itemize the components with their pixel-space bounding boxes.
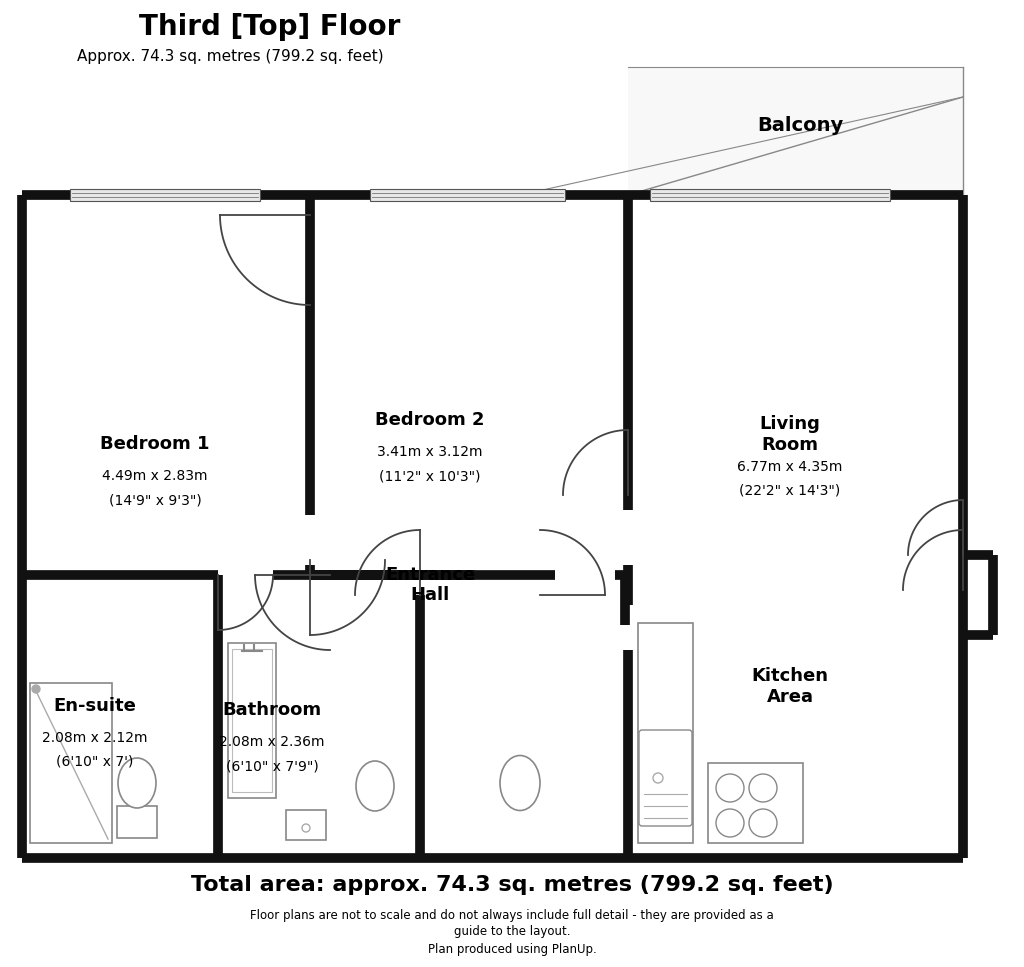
Text: 2.08m x 2.36m: 2.08m x 2.36m: [219, 736, 325, 749]
Text: Third [Top] Floor: Third [Top] Floor: [139, 13, 400, 41]
Text: Bedroom 2: Bedroom 2: [375, 411, 484, 429]
Text: Plan produced using PlanUp.: Plan produced using PlanUp.: [428, 943, 596, 955]
Text: (22'2" x 14'3"): (22'2" x 14'3"): [739, 484, 841, 498]
Text: (6'10" x 7'): (6'10" x 7'): [56, 754, 134, 769]
Text: Balcony: Balcony: [757, 116, 843, 135]
Bar: [286, 810, 326, 840]
Circle shape: [32, 685, 40, 693]
Text: Entrance
Hall: Entrance Hall: [385, 566, 475, 604]
Text: (14'9" x 9'3"): (14'9" x 9'3"): [109, 493, 202, 508]
Bar: [228, 643, 276, 798]
Text: 4.49m x 2.83m: 4.49m x 2.83m: [102, 470, 208, 484]
Circle shape: [716, 774, 744, 802]
Bar: [650, 189, 890, 201]
Text: guide to the layout.: guide to the layout.: [454, 925, 570, 939]
Text: Bedroom 1: Bedroom 1: [100, 435, 210, 454]
Circle shape: [302, 824, 310, 832]
Circle shape: [653, 773, 663, 783]
Ellipse shape: [356, 761, 394, 811]
Bar: [30, 683, 112, 843]
Text: Total area: approx. 74.3 sq. metres (799.2 sq. feet): Total area: approx. 74.3 sq. metres (799…: [190, 875, 834, 895]
Text: (6'10" x 7'9"): (6'10" x 7'9"): [225, 759, 318, 774]
Text: (11'2" x 10'3"): (11'2" x 10'3"): [379, 469, 480, 484]
Bar: [232, 649, 272, 792]
Text: Living
Room: Living Room: [760, 416, 820, 454]
Circle shape: [749, 809, 777, 837]
Bar: [22, 195, 963, 858]
Circle shape: [749, 774, 777, 802]
Bar: [638, 623, 693, 843]
Text: 3.41m x 3.12m: 3.41m x 3.12m: [377, 446, 482, 459]
Text: 2.08m x 2.12m: 2.08m x 2.12m: [42, 731, 147, 745]
Bar: [117, 806, 157, 838]
Ellipse shape: [118, 758, 156, 808]
Text: Bathroom: Bathroom: [222, 701, 322, 719]
Text: Kitchen
Area: Kitchen Area: [752, 667, 828, 706]
Circle shape: [716, 809, 744, 837]
Ellipse shape: [500, 755, 540, 810]
Bar: [370, 189, 565, 201]
Text: En-suite: En-suite: [53, 696, 136, 715]
Bar: [708, 763, 803, 843]
FancyBboxPatch shape: [639, 730, 692, 826]
Bar: [70, 189, 260, 201]
Text: Approx. 74.3 sq. metres (799.2 sq. feet): Approx. 74.3 sq. metres (799.2 sq. feet): [77, 49, 383, 65]
Text: Floor plans are not to scale and do not always include full detail - they are pr: Floor plans are not to scale and do not …: [250, 909, 774, 922]
Text: 6.77m x 4.35m: 6.77m x 4.35m: [737, 460, 843, 474]
Polygon shape: [628, 67, 963, 195]
